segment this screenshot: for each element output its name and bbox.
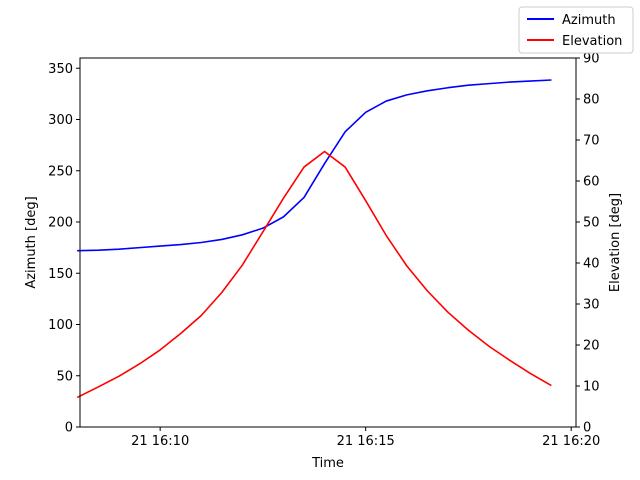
series-line-elevation	[76, 150, 552, 399]
y-left-tick-label: 150	[48, 267, 73, 282]
y-right-tick-label: 50	[583, 216, 600, 231]
y-right-tick-label: 80	[583, 93, 600, 108]
y-right-tick-label: 40	[583, 257, 600, 272]
y-right-tick-label: 90	[583, 52, 600, 67]
y-left-tick-label: 250	[48, 164, 73, 179]
y-right-tick-label: 60	[583, 175, 600, 190]
y-right-tick-label: 10	[583, 380, 600, 395]
x-tick-label: 21 16:15	[337, 434, 395, 449]
ticks: 0 50 100 150 200 250 300 350 0 10 20 30 40 50 60 70 80 90…	[48, 52, 600, 450]
plot-frame	[79, 57, 577, 428]
y-left-tick-label: 0	[65, 421, 73, 436]
x-axis-label: Time	[311, 456, 344, 471]
y-axis-right-label: Elevation [deg]	[608, 193, 623, 292]
x-tick-label: 21 16:20	[542, 434, 600, 449]
legend-label-azimuth: Azimuth	[562, 13, 616, 28]
legend-label-elevation: Elevation	[562, 34, 622, 49]
legend: Azimuth Elevation	[518, 6, 634, 54]
y-right-tick-label: 0	[583, 421, 591, 436]
plot-lines	[76, 79, 552, 399]
y-axis-left-label: Azimuth [deg]	[24, 196, 39, 288]
y-right-tick-label: 30	[583, 298, 600, 313]
y-right-tick-label: 70	[583, 134, 600, 149]
x-tick-label: 21 16:10	[131, 434, 189, 449]
y-left-tick-label: 50	[56, 369, 73, 384]
y-left-tick-label: 350	[48, 62, 73, 77]
y-left-tick-label: 100	[48, 318, 73, 333]
y-left-tick-label: 200	[48, 216, 73, 231]
y-right-tick-label: 20	[583, 339, 600, 354]
series-line-azimuth	[77, 79, 552, 252]
y-left-tick-label: 300	[48, 113, 73, 128]
